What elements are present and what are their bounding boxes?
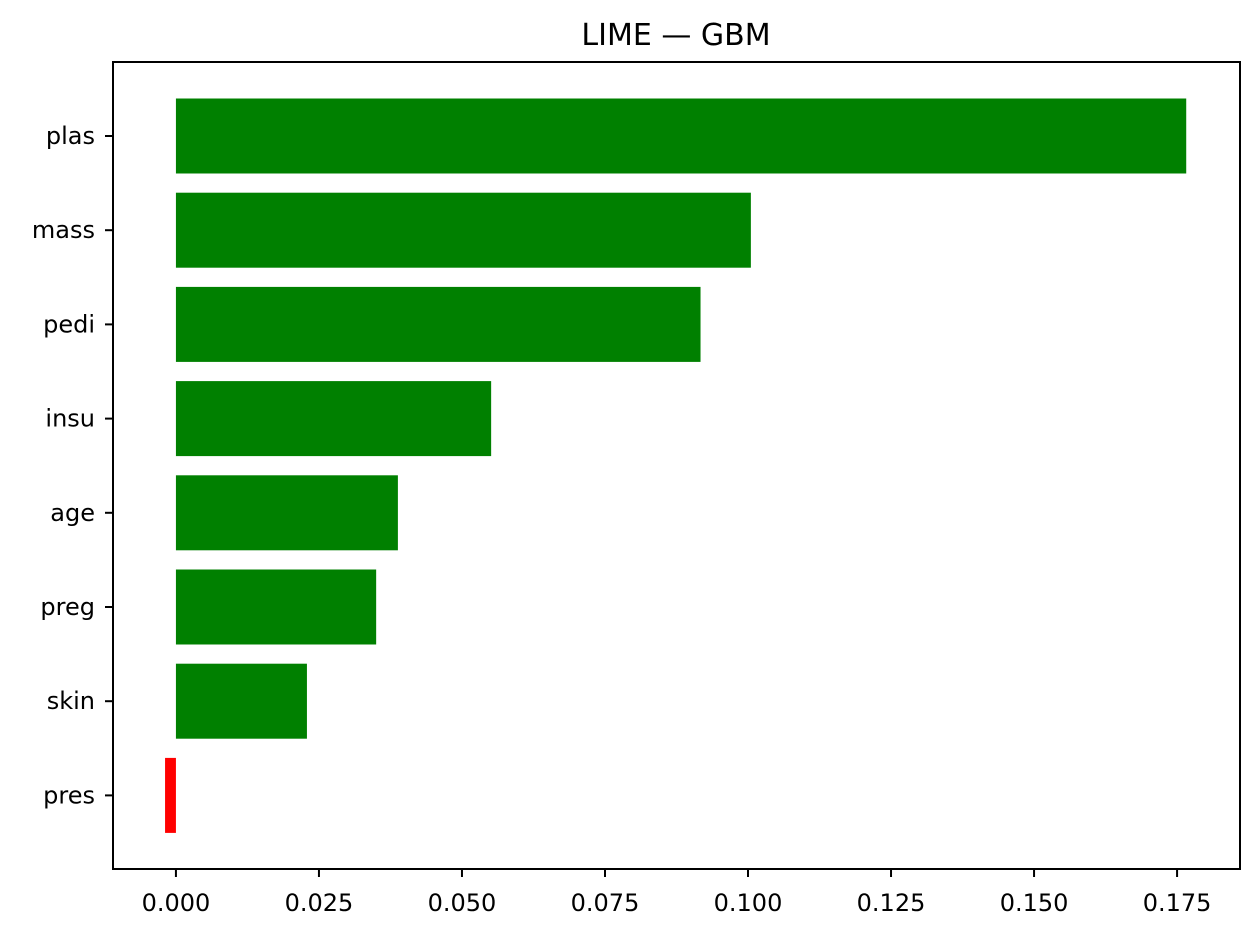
- bar-age: [175, 475, 398, 551]
- y-tick-label: preg: [40, 593, 95, 621]
- bar-pres: [165, 757, 176, 833]
- x-tick-label: 0.100: [714, 889, 783, 917]
- y-axis-ticks: plas mass pedi insu age preg skin pres: [32, 122, 113, 809]
- bar-mass: [175, 192, 751, 268]
- y-tick-label: insu: [45, 405, 95, 433]
- y-tick-label: age: [50, 499, 95, 527]
- y-tick-label: mass: [32, 216, 95, 244]
- bar-preg: [175, 569, 377, 645]
- chart-title: LIME — GBM: [581, 18, 770, 53]
- bar-skin: [175, 663, 307, 739]
- y-tick-label: skin: [47, 687, 95, 715]
- bars-layer: [165, 98, 1187, 833]
- x-tick-label: 0.050: [428, 889, 497, 917]
- x-tick-label: 0.000: [142, 889, 211, 917]
- x-tick-label: 0.025: [285, 889, 354, 917]
- x-axis-ticks: 0.000 0.025 0.050 0.075 0.100 0.125 0.150 0.175: [142, 869, 1212, 917]
- y-tick-label: pedi: [43, 310, 95, 338]
- plot-frame: [112, 61, 1241, 870]
- x-tick-label: 0.175: [1143, 889, 1212, 917]
- x-tick-label: 0.150: [1000, 889, 1069, 917]
- x-tick-label: 0.075: [571, 889, 640, 917]
- y-tick-label: plas: [46, 122, 95, 150]
- bar-pedi: [175, 286, 701, 362]
- bar-insu: [175, 381, 492, 457]
- bar-plas: [175, 98, 1187, 174]
- x-tick-label: 0.125: [857, 889, 926, 917]
- y-tick-label: pres: [43, 781, 95, 809]
